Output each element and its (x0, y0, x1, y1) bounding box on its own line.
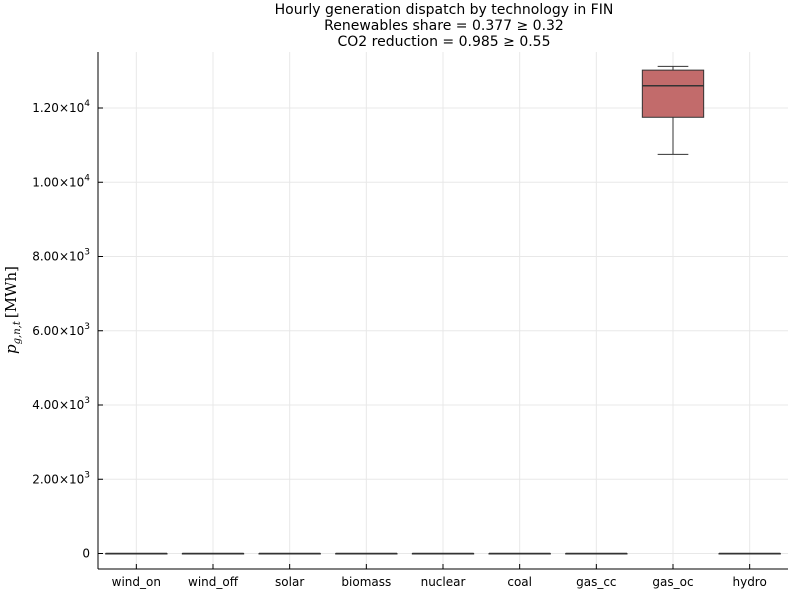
y-tick-label-4: 8.00×103 (32, 248, 90, 264)
y-tick-label-5: 1.00×104 (32, 173, 90, 189)
x-ticks: wind_on wind_off solar biomass nuclear coal ga… (112, 564, 767, 589)
x-tick-label-wind_off: wind_off (188, 575, 239, 589)
y-tick-label-6: 1.20×104 (32, 99, 90, 115)
y-tick-label-2: 4.00×103 (32, 396, 90, 412)
chart-title-line-3: CO2 reduction = 0.985 ≥ 0.55 (337, 34, 550, 50)
x-tick-label-biomass: biomass (341, 575, 391, 589)
y-axis-label: pg,n,t [MWh] (2, 266, 23, 354)
y-tick-label-1: 2.00×103 (32, 470, 90, 486)
y-tick-label-0: 0 (82, 547, 90, 561)
chart-title-line-2: Renewables share = 0.377 ≥ 0.32 (324, 18, 564, 34)
boxes (105, 65, 781, 555)
x-tick-label-hydro: hydro (732, 575, 766, 589)
x-tick-label-coal: coal (507, 575, 532, 589)
x-tick-label-nuclear: nuclear (421, 575, 466, 589)
y-axis-label-symbol: p (2, 344, 20, 354)
grid (98, 52, 788, 569)
chart-title-line-1: Hourly generation dispatch by technology… (275, 2, 614, 18)
y-tick-label-3: 6.00×103 (32, 322, 90, 338)
x-tick-label-gas_cc: gas_cc (576, 575, 616, 589)
y-axis-label-subscript: g,n,t (12, 320, 23, 344)
x-tick-label-solar: solar (275, 575, 304, 589)
box-gas_oc (641, 69, 705, 118)
y-ticks: 0 2.00×103 4.00×103 6.00×103 8.00×103 1.00×10… (32, 99, 103, 561)
x-tick-label-wind_on: wind_on (112, 575, 161, 589)
y-axis-label-unit: [MWh] (2, 266, 20, 318)
x-tick-label-gas_oc: gas_oc (652, 575, 693, 589)
